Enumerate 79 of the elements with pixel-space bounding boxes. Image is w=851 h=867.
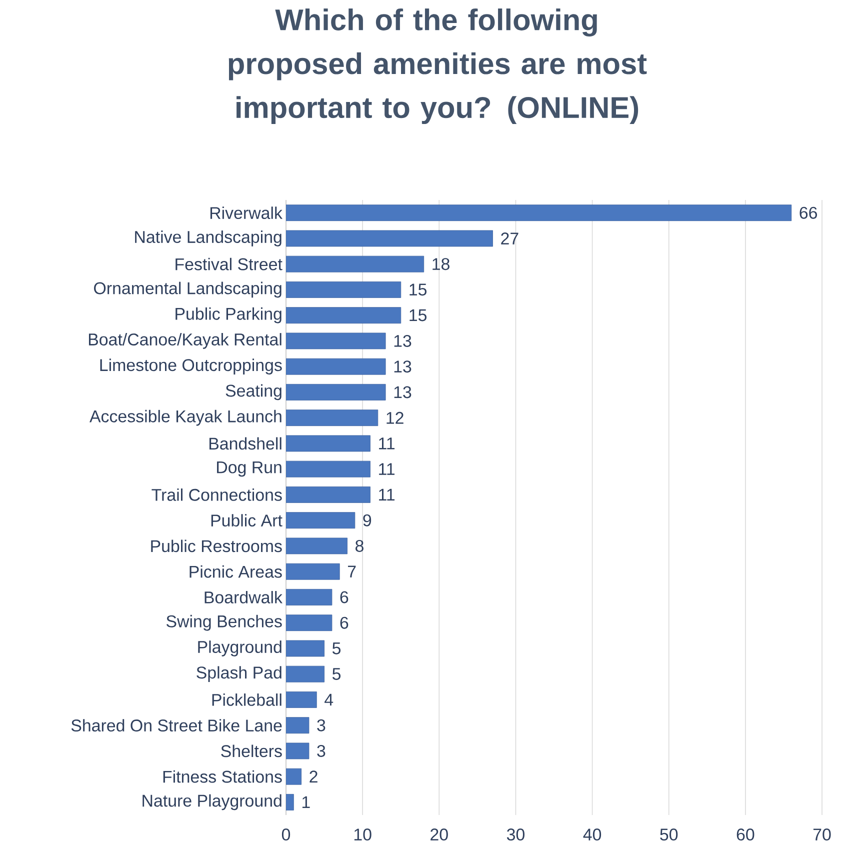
bar [286, 384, 386, 400]
bar [286, 281, 402, 298]
bar [286, 332, 386, 350]
data-label: 3 [317, 744, 326, 757]
y-tick-label: Ornamental Landscaping [94, 282, 282, 298]
bar [286, 742, 310, 760]
y-tick-label: Seating [226, 384, 282, 400]
y-tick-label: Swing Benches [166, 614, 282, 631]
data-label: 8 [356, 540, 364, 552]
data-label: 1 [302, 796, 310, 808]
y-tick-label: Public Restrooms [151, 540, 282, 552]
data-label: 5 [332, 668, 341, 680]
bar [286, 640, 324, 657]
y-tick-label: Public Parking [176, 307, 282, 324]
chart-title: Which of the following proposed amenities are most important to you? (ONLINE) [228, 8, 647, 124]
y-tick-label: Splash Pad [196, 666, 282, 682]
data-label: 15 [410, 284, 426, 296]
bar [286, 486, 370, 503]
y-tick-label: Public Art [211, 514, 282, 527]
data-label: 2 [310, 770, 318, 782]
data-label: 5 [332, 642, 341, 654]
bar [286, 410, 378, 426]
x-tick-label: 50 [660, 828, 678, 841]
bar [286, 358, 386, 375]
y-tick-label: Dog Run [217, 461, 282, 477]
x-tick-label: 40 [583, 828, 602, 841]
bar [286, 717, 310, 734]
bar [286, 588, 332, 606]
y-tick-label: Native Landscaping [135, 230, 282, 246]
bar [286, 307, 402, 324]
y-tick-label: Boat/Canoe/Kayak Rental [88, 333, 282, 349]
y-tick-label: Bandshell [209, 437, 282, 450]
x-tick-label: 0 [282, 828, 290, 841]
y-tick-label: Pickleball [212, 693, 282, 706]
bar [286, 538, 348, 554]
x-tick-label: 70 [813, 828, 831, 841]
data-label: 6 [340, 591, 348, 604]
x-tick-label: 30 [506, 828, 524, 841]
y-tick-label: Shared On Street Bike Lane [71, 719, 282, 732]
bar [286, 256, 424, 272]
data-label: 9 [363, 514, 372, 526]
data-label: 11 [379, 463, 395, 475]
y-tick-label: Nature Playground [142, 794, 282, 810]
data-label: 7 [348, 566, 356, 578]
data-label: 13 [394, 334, 412, 347]
y-tick-label: Festival Street [176, 258, 282, 270]
data-label: 27 [501, 232, 518, 244]
data-label: 6 [340, 616, 348, 629]
data-label: 11 [379, 438, 395, 450]
bar [286, 691, 317, 708]
data-label: 18 [432, 258, 450, 270]
data-label: 3 [317, 719, 326, 732]
data-label: 11 [379, 488, 395, 501]
bar [286, 460, 370, 478]
data-label: 12 [386, 412, 404, 424]
bar [286, 435, 370, 452]
bar [286, 512, 356, 529]
bar [286, 230, 493, 247]
y-tick-label: Playground [198, 640, 282, 656]
bar [286, 563, 340, 580]
bar [286, 666, 324, 682]
y-tick-label: Fitness Stations [163, 770, 282, 783]
x-tick-label: 60 [736, 828, 754, 841]
y-tick-label: Riverwalk [210, 206, 282, 220]
x-tick-label: 20 [430, 828, 448, 841]
y-tick-label: Shelters [221, 744, 282, 758]
x-tick-label: 10 [354, 828, 372, 841]
y-tick-label: Trail Connections [152, 488, 282, 501]
bar [286, 204, 792, 222]
bar [286, 614, 332, 632]
data-label: 66 [800, 206, 817, 219]
y-tick-label: Limestone Outcroppings [100, 358, 282, 374]
y-tick-label: Accessible Kayak Launch [90, 410, 282, 426]
data-label: 13 [394, 360, 412, 373]
data-label: 13 [394, 386, 412, 398]
data-label: 4 [324, 694, 334, 706]
data-label: 15 [410, 309, 426, 322]
y-tick-label: Picnic Areas [190, 565, 282, 578]
y-tick-label: Boardwalk [204, 590, 282, 604]
